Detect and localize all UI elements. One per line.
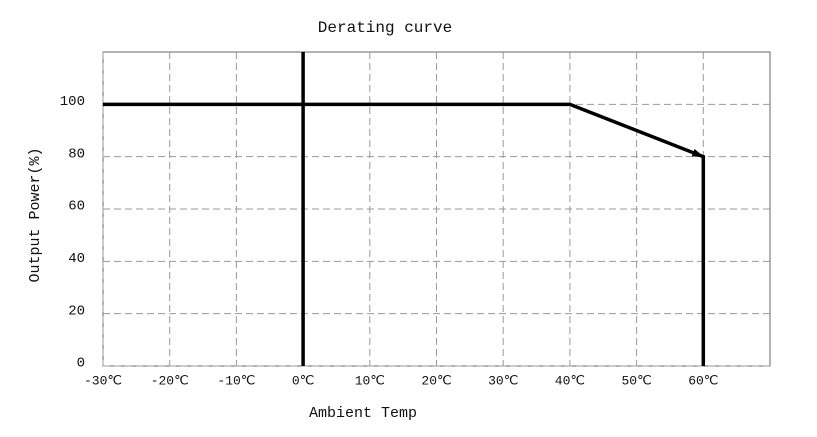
x-tick-label: 10℃ bbox=[355, 373, 385, 388]
y-tick-label: 60 bbox=[68, 199, 85, 215]
y-tick-label: 20 bbox=[68, 303, 85, 319]
x-axis-label: Ambient Temp bbox=[309, 405, 417, 422]
derating-line bbox=[103, 102, 706, 366]
x-tick-label: -20℃ bbox=[151, 373, 189, 388]
x-tick-label: 60℃ bbox=[688, 373, 718, 388]
x-tick-label: 40℃ bbox=[555, 373, 585, 388]
y-axis-label: Output Power(%) bbox=[27, 147, 44, 282]
x-tick-label: 50℃ bbox=[621, 373, 651, 388]
y-tick-label: 100 bbox=[60, 94, 85, 110]
x-tick-label: -30℃ bbox=[84, 373, 122, 388]
x-tick-label: 30℃ bbox=[488, 373, 518, 388]
x-tick-label: 20℃ bbox=[421, 373, 451, 388]
y-tick-label: 80 bbox=[68, 146, 85, 162]
x-tick-label: -10℃ bbox=[217, 373, 255, 388]
y-tick-label: 40 bbox=[68, 251, 85, 267]
chart-title: Derating curve bbox=[318, 19, 452, 37]
x-tick-label: 0℃ bbox=[292, 373, 314, 388]
y-tick-label: 0 bbox=[77, 356, 85, 372]
